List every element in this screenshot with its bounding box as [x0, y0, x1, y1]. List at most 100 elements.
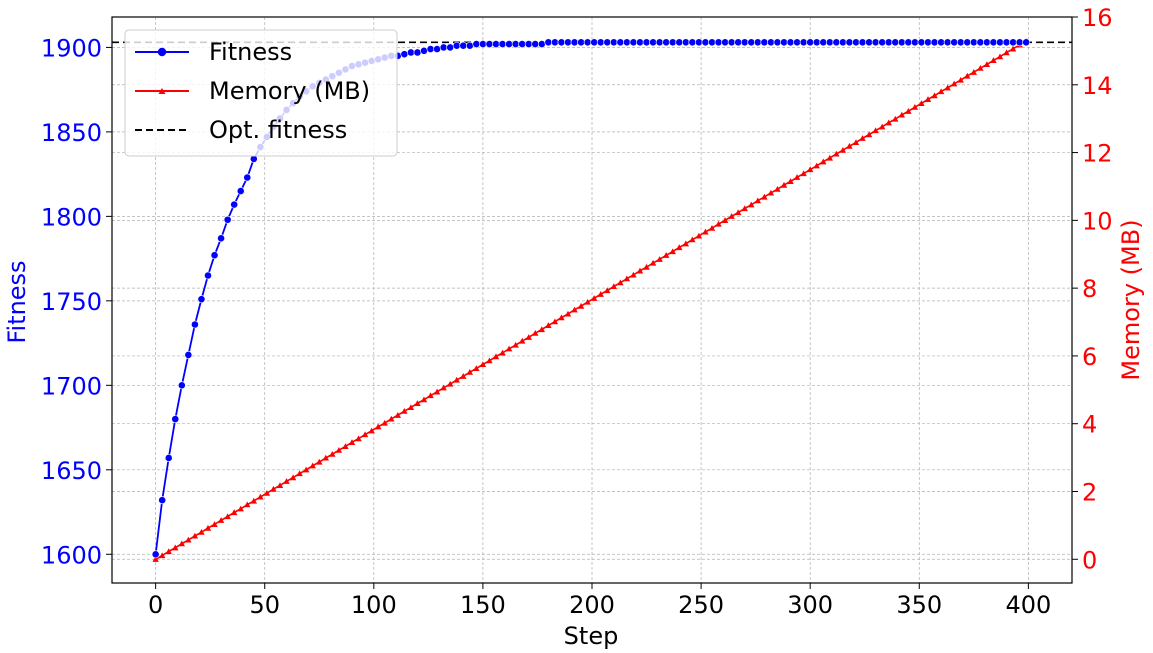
- memory-point: [865, 131, 873, 138]
- memory-point: [532, 330, 539, 336]
- memory-point: [296, 470, 303, 477]
- memory-point: [355, 435, 362, 442]
- memory-point: [649, 259, 657, 266]
- fitness-point: [884, 38, 893, 47]
- memory-point: [610, 283, 618, 290]
- memory-point: [211, 521, 218, 527]
- fitness-point: [570, 38, 579, 47]
- fitness-point: [400, 50, 409, 59]
- fitness-point: [753, 38, 762, 47]
- memory-point: [695, 232, 703, 239]
- y-right-tick-label: 14: [1082, 72, 1113, 100]
- fitness-point: [904, 38, 913, 47]
- fitness-point: [747, 38, 756, 47]
- fitness-point: [943, 38, 952, 47]
- memory-point: [996, 53, 1004, 60]
- fitness-point: [636, 38, 644, 47]
- memory-point: [852, 139, 860, 145]
- memory-point: [270, 485, 277, 492]
- memory-point: [263, 489, 271, 496]
- memory-point: [774, 185, 781, 192]
- memory-point: [466, 368, 474, 375]
- memory-point: [309, 462, 316, 469]
- memory-point: [302, 466, 310, 473]
- y-right-tick-label: 4: [1082, 411, 1097, 439]
- x-tick-label: 350: [896, 591, 942, 619]
- fitness-point: [688, 38, 697, 47]
- fitness-point: [878, 38, 887, 47]
- fitness-point: [825, 38, 834, 47]
- fitness-point: [465, 41, 474, 50]
- memory-point: [329, 451, 336, 457]
- fitness-point: [767, 38, 775, 47]
- memory-point: [322, 454, 330, 461]
- fitness-point: [865, 38, 873, 47]
- y-left-tick-label: 1850: [41, 119, 102, 147]
- fitness-point: [603, 38, 612, 47]
- memory-point: [859, 135, 866, 141]
- memory-point: [198, 528, 205, 535]
- fitness-point: [158, 496, 167, 505]
- fitness-point: [852, 38, 860, 47]
- memory-point: [368, 427, 375, 434]
- fitness-point: [937, 38, 945, 47]
- fitness-point: [793, 38, 801, 47]
- memory-point: [682, 240, 690, 247]
- fitness-point: [956, 38, 965, 47]
- fitness-point: [446, 43, 455, 52]
- memory-point: [872, 127, 879, 134]
- memory-point: [440, 384, 447, 391]
- fitness-point: [583, 38, 592, 47]
- fitness-point: [740, 38, 749, 47]
- fitness-point: [701, 38, 710, 47]
- memory-point: [460, 373, 467, 379]
- legend-memory-marker: [158, 88, 166, 94]
- memory-point: [662, 252, 670, 258]
- memory-point: [970, 69, 978, 75]
- memory-point: [577, 302, 585, 309]
- memory-point: [754, 197, 762, 204]
- memory-point: [793, 174, 801, 180]
- fitness-point: [799, 38, 808, 47]
- memory-point: [558, 314, 565, 321]
- memory-point: [898, 111, 906, 118]
- fitness-point: [230, 200, 239, 209]
- memory-point: [918, 100, 925, 107]
- fitness-point: [642, 38, 651, 47]
- memory-point: [545, 322, 552, 329]
- memory-point: [257, 493, 264, 500]
- fitness-point: [623, 38, 631, 47]
- y-right-tick-label: 10: [1082, 207, 1113, 235]
- fitness-point: [492, 40, 500, 48]
- memory-point: [446, 380, 454, 387]
- memory-point: [748, 201, 755, 208]
- fitness-point: [204, 271, 212, 280]
- fitness-point: [969, 38, 978, 47]
- memory-point: [152, 556, 159, 562]
- x-tick-label: 100: [351, 591, 397, 619]
- legend-memory-label: Memory (MB): [209, 77, 370, 105]
- fitness-point: [924, 38, 932, 47]
- memory-point: [833, 150, 840, 157]
- memory-point: [1003, 49, 1010, 56]
- fitness-point: [629, 38, 638, 47]
- memory-point: [289, 474, 297, 481]
- fitness-point: [668, 38, 677, 47]
- fitness-point: [786, 38, 795, 47]
- fitness-point: [760, 38, 769, 47]
- fitness-point: [557, 38, 566, 47]
- fitness-point: [989, 38, 998, 47]
- fitness-point: [544, 38, 553, 47]
- fitness-point: [407, 48, 415, 57]
- fitness-point: [564, 38, 572, 47]
- memory-point: [669, 248, 676, 255]
- y-right-tick-label: 8: [1082, 275, 1097, 303]
- fitness-point: [891, 38, 900, 47]
- memory-point: [427, 392, 434, 399]
- memory-point: [734, 209, 742, 216]
- memory-point: [453, 376, 460, 383]
- memory-point: [656, 256, 663, 262]
- fitness-point: [845, 38, 854, 47]
- memory-point: [374, 423, 382, 430]
